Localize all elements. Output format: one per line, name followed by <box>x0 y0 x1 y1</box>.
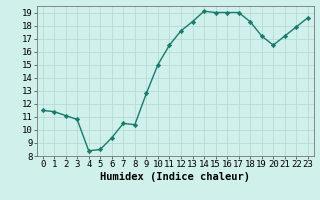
X-axis label: Humidex (Indice chaleur): Humidex (Indice chaleur) <box>100 172 250 182</box>
